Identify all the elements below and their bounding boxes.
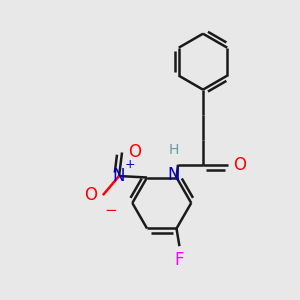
Text: O: O [233, 156, 246, 174]
Text: F: F [175, 251, 184, 269]
Text: N: N [167, 166, 179, 184]
Text: H: H [169, 143, 179, 158]
Text: O: O [128, 143, 142, 161]
Text: O: O [85, 186, 98, 204]
Text: +: + [124, 158, 135, 171]
Text: N: N [113, 167, 125, 185]
Text: −: − [104, 202, 117, 217]
